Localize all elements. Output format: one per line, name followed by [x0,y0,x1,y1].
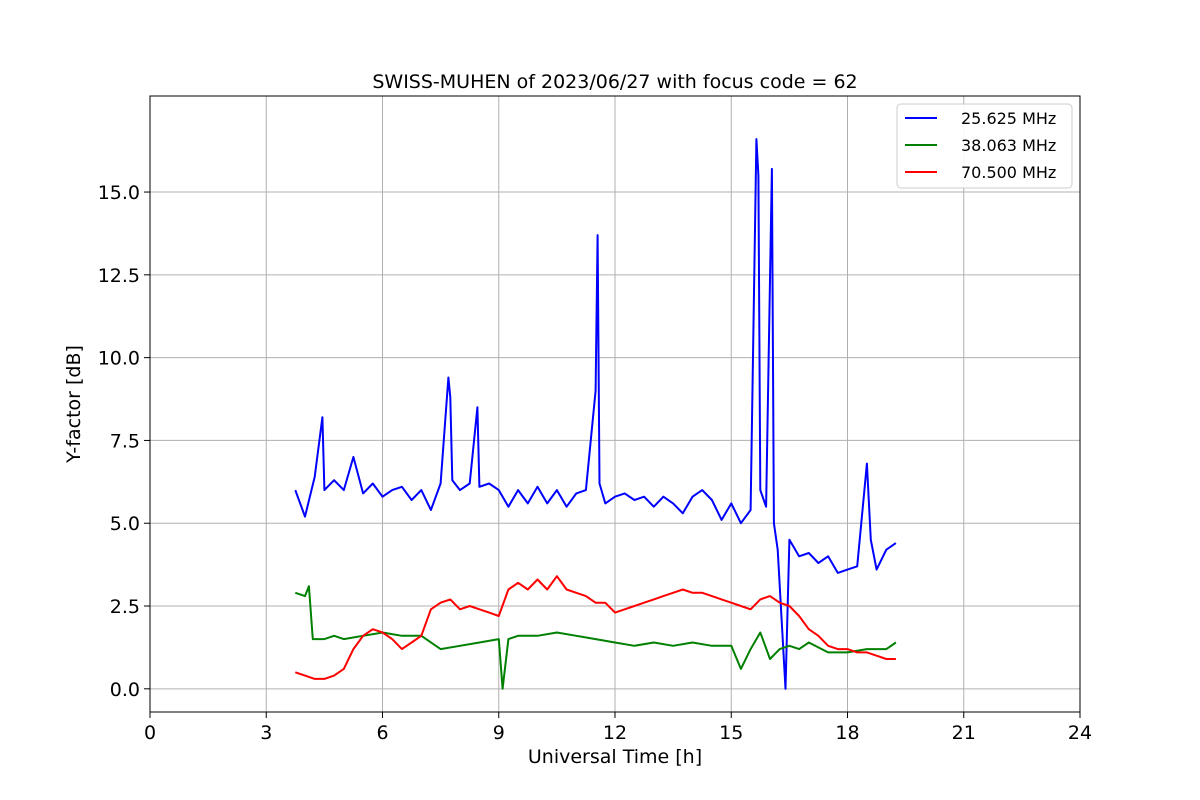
chart-title: SWISS-MUHEN of 2023/06/27 with focus cod… [372,71,857,93]
legend: 25.625 MHz 38.063 MHz 70.500 MHz [896,103,1073,189]
x-tick-label: 9 [493,722,505,744]
series-line-3 [294,575,896,680]
y-tick-label: 7.5 [110,430,140,452]
x-tick-label: 15 [719,722,743,744]
legend-label-3: 70.500 MHz [961,163,1056,182]
x-tick-label: 21 [952,722,976,744]
x-tick-label: 18 [835,722,859,744]
x-tick-label: 12 [603,722,627,744]
x-tick-label: 3 [260,722,272,744]
axis-ticks: 0 3 6 9 12 15 18 21 24 0.0 2.5 5.0 7.5 10.0 12.5 15.0 [98,182,1092,744]
x-tick-label: 0 [144,722,156,744]
y-tick-label: 5.0 [110,513,140,535]
legend-box [896,103,1073,189]
y-tick-label: 12.5 [98,265,140,287]
y-axis-label: Y-factor [dB] [63,345,85,464]
y-tick-label: 15.0 [98,182,140,204]
x-tick-label: 24 [1068,722,1092,744]
series-line-2 [294,585,897,690]
plot-area [294,138,897,690]
y-tick-label: 0.0 [110,679,140,701]
legend-label-1: 25.625 MHz [961,109,1056,128]
x-axis-label: Universal Time [h] [528,746,702,768]
y-tick-label: 10.0 [98,348,140,370]
x-tick-label: 6 [376,722,388,744]
series-line-1 [294,138,897,690]
y-tick-label: 2.5 [110,596,140,618]
legend-label-2: 38.063 MHz [961,136,1056,155]
